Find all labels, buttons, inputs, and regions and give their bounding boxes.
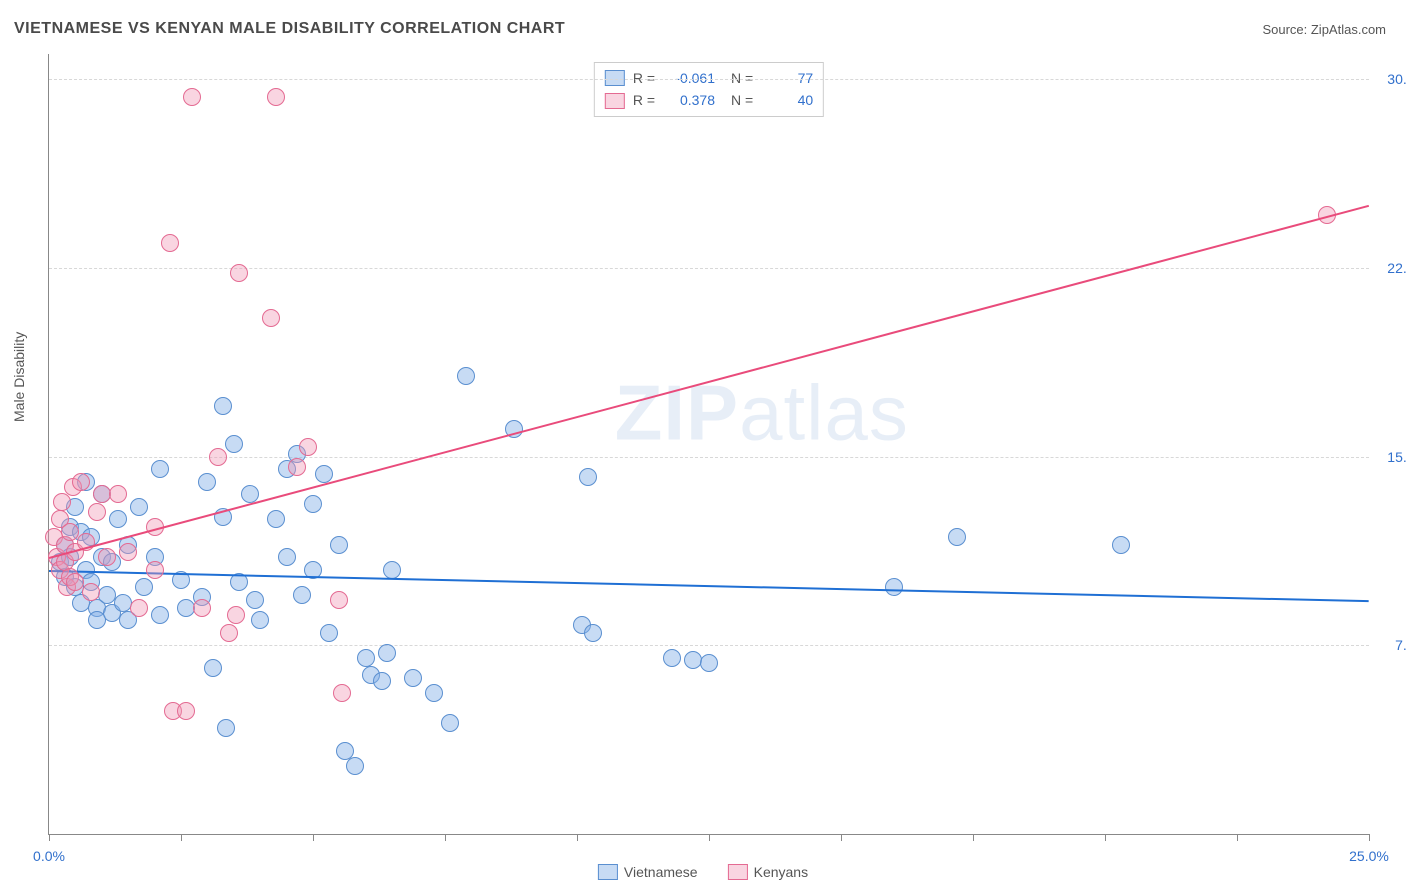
data-point bbox=[346, 757, 364, 775]
y-tick-label: 30.0% bbox=[1375, 71, 1406, 87]
swatch-kenyans-icon bbox=[728, 864, 748, 880]
data-point bbox=[315, 465, 333, 483]
legend-stats-row-2: R = 0.378 N = 40 bbox=[605, 89, 813, 111]
x-tick bbox=[1369, 834, 1370, 841]
r-value-2: 0.378 bbox=[663, 89, 715, 111]
x-tick bbox=[577, 834, 578, 841]
y-tick-label: 7.5% bbox=[1375, 637, 1406, 653]
data-point bbox=[663, 649, 681, 667]
swatch-vietnamese-icon bbox=[598, 864, 618, 880]
legend-stats: R = -0.061 N = 77 R = 0.378 N = 40 bbox=[594, 62, 824, 117]
data-point bbox=[53, 493, 71, 511]
x-tick bbox=[313, 834, 314, 841]
legend-item-vietnamese: Vietnamese bbox=[598, 864, 698, 880]
data-point bbox=[246, 591, 264, 609]
r-label-2: R = bbox=[633, 89, 655, 111]
data-point bbox=[425, 684, 443, 702]
y-tick-label: 22.5% bbox=[1375, 260, 1406, 276]
x-tick bbox=[841, 834, 842, 841]
data-point bbox=[109, 510, 127, 528]
plot-area: Male Disability ZIPatlas R = -0.061 N = … bbox=[48, 54, 1369, 835]
data-point bbox=[584, 624, 602, 642]
data-point bbox=[457, 367, 475, 385]
x-tick bbox=[1237, 834, 1238, 841]
x-tick bbox=[709, 834, 710, 841]
data-point bbox=[278, 548, 296, 566]
gridline bbox=[49, 645, 1369, 646]
n-label-2: N = bbox=[731, 89, 753, 111]
data-point bbox=[217, 719, 235, 737]
chart-title: VIETNAMESE VS KENYAN MALE DISABILITY COR… bbox=[14, 20, 565, 38]
n-value-2: 40 bbox=[761, 89, 813, 111]
data-point bbox=[383, 561, 401, 579]
trendline bbox=[49, 205, 1370, 559]
data-point bbox=[330, 536, 348, 554]
data-point bbox=[267, 510, 285, 528]
data-point bbox=[262, 309, 280, 327]
data-point bbox=[130, 498, 148, 516]
legend-item-kenyans: Kenyans bbox=[728, 864, 808, 880]
data-point bbox=[204, 659, 222, 677]
data-point bbox=[299, 438, 317, 456]
swatch-kenyans-icon bbox=[605, 93, 625, 109]
data-point bbox=[948, 528, 966, 546]
data-point bbox=[135, 578, 153, 596]
data-point bbox=[130, 599, 148, 617]
data-point bbox=[441, 714, 459, 732]
x-tick bbox=[181, 834, 182, 841]
data-point bbox=[378, 644, 396, 662]
data-point bbox=[161, 234, 179, 252]
x-tick bbox=[1105, 834, 1106, 841]
legend-series: Vietnamese Kenyans bbox=[598, 864, 808, 880]
data-point bbox=[357, 649, 375, 667]
data-point bbox=[151, 460, 169, 478]
source-label: Source: ZipAtlas.com bbox=[1262, 22, 1386, 37]
data-point bbox=[225, 435, 243, 453]
x-tick bbox=[973, 834, 974, 841]
data-point bbox=[227, 606, 245, 624]
y-axis-label: Male Disability bbox=[11, 332, 27, 422]
data-point bbox=[88, 503, 106, 521]
data-point bbox=[98, 548, 116, 566]
data-point bbox=[230, 264, 248, 282]
data-point bbox=[330, 591, 348, 609]
data-point bbox=[333, 684, 351, 702]
data-point bbox=[214, 397, 232, 415]
data-point bbox=[700, 654, 718, 672]
legend-label-vietnamese: Vietnamese bbox=[624, 864, 698, 880]
x-tick-label: 25.0% bbox=[1349, 848, 1389, 864]
data-point bbox=[404, 669, 422, 687]
data-point bbox=[177, 702, 195, 720]
data-point bbox=[183, 88, 201, 106]
data-point bbox=[146, 561, 164, 579]
data-point bbox=[288, 458, 306, 476]
data-point bbox=[220, 624, 238, 642]
data-point bbox=[885, 578, 903, 596]
legend-label-kenyans: Kenyans bbox=[754, 864, 808, 880]
data-point bbox=[109, 485, 127, 503]
data-point bbox=[320, 624, 338, 642]
chart-container: VIETNAMESE VS KENYAN MALE DISABILITY COR… bbox=[0, 0, 1406, 892]
data-point bbox=[1112, 536, 1130, 554]
y-tick-label: 15.0% bbox=[1375, 449, 1406, 465]
x-tick-label: 0.0% bbox=[33, 848, 65, 864]
x-tick bbox=[445, 834, 446, 841]
data-point bbox=[193, 599, 211, 617]
data-point bbox=[373, 672, 391, 690]
data-point bbox=[579, 468, 597, 486]
data-point bbox=[151, 606, 169, 624]
data-point bbox=[198, 473, 216, 491]
x-tick bbox=[49, 834, 50, 841]
data-point bbox=[82, 583, 100, 601]
data-point bbox=[267, 88, 285, 106]
data-point bbox=[119, 543, 137, 561]
gridline bbox=[49, 79, 1369, 80]
watermark: ZIPatlas bbox=[615, 367, 909, 458]
data-point bbox=[293, 586, 311, 604]
data-point bbox=[209, 448, 227, 466]
data-point bbox=[304, 495, 322, 513]
gridline bbox=[49, 457, 1369, 458]
data-point bbox=[72, 473, 90, 491]
data-point bbox=[251, 611, 269, 629]
